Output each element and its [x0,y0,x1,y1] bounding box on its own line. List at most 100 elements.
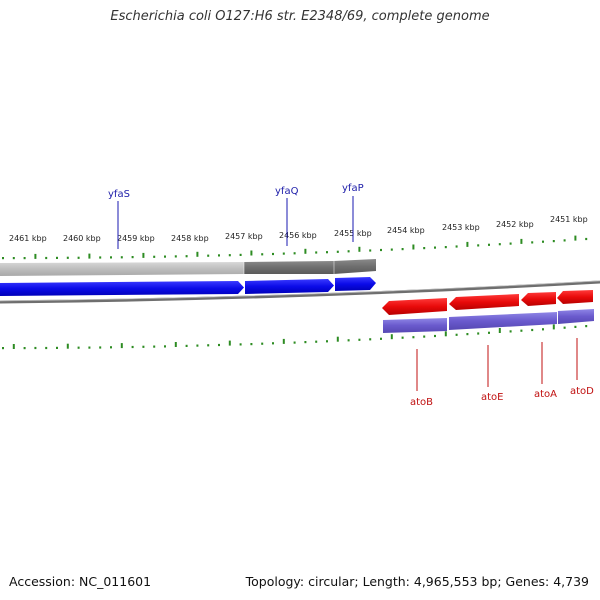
inner-scale-ticks [2,324,588,350]
gene-atoE[interactable] [449,294,519,310]
reverse-gene-labels: atoB atoE atoA atoD [410,386,594,408]
minor-tick [304,341,307,344]
minor-tick [120,256,123,259]
minor-tick [585,325,588,328]
minor-tick [455,333,458,336]
minor-tick [434,334,436,338]
feature-block-dark [334,259,376,274]
feature-block-light [0,262,244,276]
minor-tick [110,346,112,349]
major-tick [444,331,447,337]
reverse-feature-band [383,309,594,333]
gene-label-yfaS[interactable]: yfaS [108,189,130,200]
minor-tick [142,345,145,348]
minor-tick [99,346,102,349]
minor-tick [315,340,318,343]
scale-labels: 2461 kbp 2460 kbp 2459 kbp 2458 kbp 2457… [9,215,588,243]
gene-label-atoA[interactable]: atoA [534,389,557,400]
minor-tick [358,338,361,341]
minor-tick [563,239,566,242]
major-tick [466,241,469,247]
minor-tick [185,255,188,258]
major-tick [142,252,145,258]
minor-tick [164,345,166,348]
minor-tick [401,336,404,339]
minor-tick [164,255,166,258]
minor-tick [185,344,188,347]
minor-tick [531,328,534,332]
minor-tick [509,242,512,245]
gene-atoA[interactable] [521,292,556,306]
minor-tick [434,246,436,249]
outer-scale-ticks [2,235,588,260]
minor-tick [369,249,372,252]
minor-tick [196,344,199,347]
gene-label-atoE[interactable]: atoE [481,392,504,403]
minor-tick [99,256,102,259]
minor-tick [380,248,382,252]
gene-label-atoB[interactable]: atoB [410,397,433,408]
minor-tick [23,257,26,260]
genome-summary-text: Topology: circular; Length: 4,965,553 bp… [245,574,589,589]
minor-tick [520,329,523,332]
gene-yfaS[interactable] [0,281,244,296]
minor-tick [131,256,134,259]
minor-tick [477,332,480,335]
minor-tick [207,254,210,257]
major-tick [412,244,415,250]
forward-gene-labels: yfaS yfaQ yfaP [108,183,364,200]
major-tick [498,328,501,333]
feature-block-dark [244,261,334,274]
major-tick [174,342,177,347]
minor-tick [2,257,4,260]
minor-tick [444,246,447,249]
minor-tick [412,336,415,339]
major-tick [390,334,393,340]
gene-atoD[interactable] [557,290,593,304]
reverse-genes [382,290,593,315]
scale-label: 2459 kbp [117,234,155,243]
scale-label: 2458 kbp [171,234,209,243]
scale-label: 2452 kbp [496,220,534,229]
minor-tick [585,237,588,241]
genome-title: Escherichia coli O127:H6 str. E2348/69, … [110,9,490,24]
gene-label-atoD[interactable]: atoD [570,386,594,397]
gene-atoB[interactable] [382,298,447,315]
gene-yfaP[interactable] [335,277,376,291]
minor-tick [45,256,48,260]
minor-tick [250,343,253,346]
minor-tick [174,255,177,258]
minor-tick [336,250,339,253]
minor-tick [552,240,555,243]
minor-tick [23,347,26,350]
minor-tick [45,346,48,350]
major-tick [574,235,577,241]
minor-tick [542,328,544,331]
major-tick [336,336,339,342]
scale-label: 2454 kbp [387,226,425,235]
major-tick [520,238,523,244]
minor-tick [153,255,156,258]
minor-tick [261,253,264,256]
scale-label: 2457 kbp [225,232,263,241]
gene-label-yfaQ[interactable]: yfaQ [275,186,299,197]
minor-tick [531,241,534,244]
minor-tick [77,256,80,259]
minor-tick [272,252,274,256]
scale-label: 2461 kbp [9,234,47,243]
minor-tick [498,243,501,246]
minor-tick [369,338,372,341]
gene-yfaQ[interactable] [245,279,334,294]
minor-tick [261,342,264,345]
scale-label: 2460 kbp [63,234,101,243]
minor-tick [66,256,69,259]
minor-tick [12,257,15,260]
gene-label-yfaP[interactable]: yfaP [342,183,364,194]
minor-tick [153,345,156,348]
minor-tick [390,248,393,251]
genome-backbone [0,280,600,304]
minor-tick [293,252,296,255]
major-tick [228,340,231,346]
minor-tick [272,342,274,345]
